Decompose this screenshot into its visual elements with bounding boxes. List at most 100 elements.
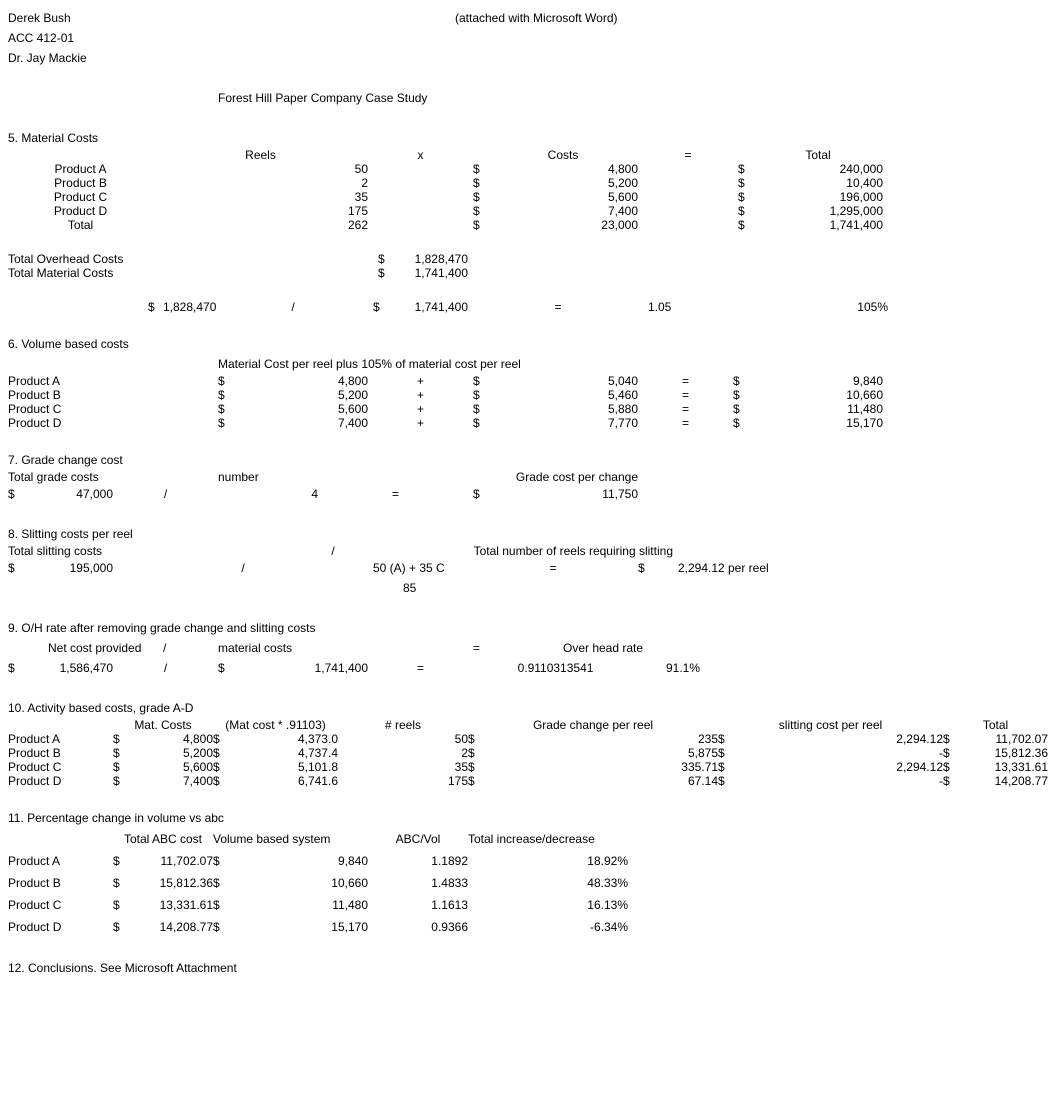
table-row: Total262$23,000$1,741,400 bbox=[8, 218, 1054, 232]
total-value: 1,741,400 bbox=[753, 218, 883, 232]
cell-value: 18.92% bbox=[468, 854, 628, 868]
overhead-row: Total Overhead Costs $ 1,828,470 bbox=[8, 252, 1054, 266]
cell-value: 15,812.36 bbox=[958, 746, 1048, 760]
table-row: Product B$15,812.36$10,6601.483348.33% bbox=[8, 872, 1054, 894]
cost-value: 5,600 bbox=[488, 190, 638, 204]
material-row: Total Material Costs $ 1,741,400 bbox=[8, 266, 1054, 280]
table-row: Product B$5,200+$5,460=$10,660 bbox=[8, 388, 1054, 402]
table-row: Product D175$7,400$1,295,000 bbox=[8, 204, 1054, 218]
cell-value: 1.1613 bbox=[368, 898, 468, 912]
s10-heading: 10. Activity based costs, grade A-D bbox=[8, 698, 1054, 718]
total-value: 10,400 bbox=[753, 176, 883, 190]
plus-sign: + bbox=[368, 416, 473, 430]
dollar-sign: $ bbox=[218, 661, 233, 675]
dollar-sign: $ bbox=[943, 774, 958, 788]
equals-sign: = bbox=[638, 388, 733, 402]
s9-r2: 91.1% bbox=[638, 661, 728, 675]
dollar-sign: $ bbox=[943, 746, 958, 760]
cell-value: 7,400 bbox=[233, 416, 368, 430]
ratio-slash: / bbox=[213, 300, 373, 314]
dollar-sign: $ bbox=[213, 732, 228, 746]
cell-value: 67.14 bbox=[483, 774, 718, 788]
row-label: Product A bbox=[8, 854, 113, 868]
dollar-sign: $ bbox=[473, 190, 488, 204]
dollar-sign: $ bbox=[113, 854, 128, 868]
cell-value: 48.33% bbox=[468, 876, 628, 890]
cell-value: 2 bbox=[338, 746, 468, 760]
s8-eq: = bbox=[468, 561, 638, 575]
cell-value: 9,840 bbox=[228, 854, 368, 868]
cell-value: 2,294.12 bbox=[733, 760, 943, 774]
course-code: ACC 412-01 bbox=[8, 28, 1054, 48]
table-row: Product A50$4,800$240,000 bbox=[8, 162, 1054, 176]
ratio-eq: = bbox=[468, 300, 648, 314]
dollar-sign: $ bbox=[738, 176, 753, 190]
cost-value: 23,000 bbox=[488, 218, 638, 232]
s9-h5: Over head rate bbox=[563, 641, 713, 655]
dollar-sign: $ bbox=[473, 176, 488, 190]
dollar-sign: $ bbox=[718, 746, 733, 760]
reels-value: 262 bbox=[153, 218, 368, 232]
plus-sign: + bbox=[368, 374, 473, 388]
attached-note: (attached with Microsoft Word) bbox=[455, 11, 618, 25]
s9-h1: Net cost provided bbox=[48, 641, 163, 655]
s8-h1: Total slitting costs bbox=[8, 544, 293, 558]
dollar-sign: $ bbox=[113, 898, 128, 912]
s9-slash: / bbox=[113, 661, 218, 675]
row-label: Product D bbox=[8, 204, 153, 218]
cell-value: 5,600 bbox=[128, 760, 213, 774]
dollar-sign: $ bbox=[378, 252, 393, 266]
dollar-sign: $ bbox=[738, 190, 753, 204]
s10-col-reels: # reels bbox=[338, 718, 468, 732]
dollar-sign: $ bbox=[468, 774, 483, 788]
dollar-sign: $ bbox=[473, 218, 488, 232]
dollar-sign: $ bbox=[943, 732, 958, 746]
row-label: Product A bbox=[8, 162, 153, 176]
dollar-sign: $ bbox=[738, 218, 753, 232]
cell-value: 11,480 bbox=[748, 402, 883, 416]
cost-value: 4,800 bbox=[488, 162, 638, 176]
dollar-sign: $ bbox=[213, 774, 228, 788]
row-label: Product C bbox=[8, 402, 218, 416]
col-eq: = bbox=[638, 148, 738, 162]
dollar-sign: $ bbox=[943, 760, 958, 774]
dollar-sign: $ bbox=[113, 732, 128, 746]
s9-header: Net cost provided / material costs = Ove… bbox=[8, 638, 1054, 658]
s10-col-total: Total bbox=[943, 718, 1048, 732]
cell-value: 16.13% bbox=[468, 898, 628, 912]
table-row: Product C$5,600$5,101.835$335.71$2,294.1… bbox=[8, 760, 1054, 774]
cell-value: 5,600 bbox=[233, 402, 368, 416]
dollar-sign: $ bbox=[473, 402, 488, 416]
s8-h3: Total number of reels requiring slitting bbox=[373, 544, 673, 558]
cell-value: 5,460 bbox=[488, 388, 638, 402]
s5-header-row: Reels x Costs = Total bbox=[8, 148, 1054, 162]
table-row: Product A$11,702.07$9,8401.189218.92% bbox=[8, 850, 1054, 872]
cell-value: 1.1892 bbox=[368, 854, 468, 868]
row-label: Total bbox=[8, 218, 153, 232]
reels-value: 35 bbox=[153, 190, 368, 204]
total-value: 1,295,000 bbox=[753, 204, 883, 218]
dollar-sign: $ bbox=[738, 204, 753, 218]
col-total: Total bbox=[753, 148, 883, 162]
dollar-sign: $ bbox=[468, 732, 483, 746]
table-row: Product C$13,331.61$11,4801.161316.13% bbox=[8, 894, 1054, 916]
cost-value: 7,400 bbox=[488, 204, 638, 218]
equals-sign: = bbox=[638, 416, 733, 430]
s5-heading: 5. Material Costs bbox=[8, 128, 1054, 148]
s6-heading: 6. Volume based costs bbox=[8, 334, 1054, 354]
dollar-sign: $ bbox=[378, 266, 393, 280]
dollar-sign: $ bbox=[718, 732, 733, 746]
s9-data: $ 1,586,470 / $ 1,741,400 = 0.9110313541… bbox=[8, 658, 1054, 678]
cell-value: 5,880 bbox=[488, 402, 638, 416]
cell-value: 7,770 bbox=[488, 416, 638, 430]
row-label: Product C bbox=[8, 190, 153, 204]
s11-col-delta: Total increase/decrease bbox=[468, 832, 628, 846]
reels-value: 50 bbox=[153, 162, 368, 176]
table-row: Product D$14,208.77$15,1700.9366-6.34% bbox=[8, 916, 1054, 938]
s7-eq: = bbox=[318, 487, 473, 501]
dollar-sign: $ bbox=[718, 760, 733, 774]
s11-col-ratio: ABC/Vol bbox=[368, 832, 468, 846]
cell-value: 5,200 bbox=[128, 746, 213, 760]
dollar-sign: $ bbox=[473, 487, 488, 501]
dollar-sign: $ bbox=[8, 487, 18, 501]
